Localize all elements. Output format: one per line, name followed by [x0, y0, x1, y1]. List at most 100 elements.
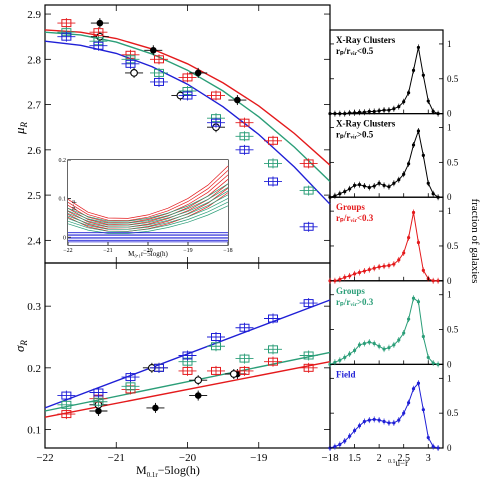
- histogram-point: [372, 109, 376, 114]
- histogram-point: [392, 181, 396, 185]
- marker: [268, 177, 278, 186]
- bottom-point: [299, 298, 318, 309]
- top-point: [264, 158, 282, 169]
- histogram-point: [411, 143, 416, 147]
- inset-curve: [67, 190, 229, 226]
- top-point: [228, 95, 247, 106]
- histogram-point: [421, 334, 425, 339]
- histogram-point: [407, 162, 411, 166]
- histogram-point: [382, 183, 386, 187]
- marker: [125, 382, 136, 391]
- bottom-point: [189, 390, 208, 401]
- top-point: [150, 54, 168, 65]
- histogram-point: [392, 421, 396, 425]
- inset-curve: [67, 201, 229, 232]
- marker: [239, 366, 250, 375]
- inset-curve: [67, 194, 229, 228]
- right-panel-sublabel: rₚ/rᵥᵢᵣ<0.3: [336, 213, 374, 223]
- histogram-point: [333, 279, 337, 283]
- marker: [61, 410, 72, 419]
- top-fit-line: [44, 31, 331, 183]
- bottom-point: [121, 381, 140, 392]
- top-point: [178, 72, 197, 83]
- bottom-point: [89, 406, 108, 416]
- marker: [211, 333, 221, 341]
- marker: [96, 32, 104, 41]
- inset-curve: [67, 170, 229, 221]
- inset-ytick-label: 0.1: [59, 197, 67, 203]
- marker: [61, 391, 72, 400]
- bottom-xtick-label: −22: [36, 452, 53, 464]
- right-xtick-label: 2: [377, 453, 382, 464]
- bottom-ytick-label: 0.1: [27, 425, 41, 437]
- histogram-point: [367, 418, 371, 422]
- bottom-fit-line: [44, 361, 331, 418]
- right-panel-label: X-Ray Clusters: [336, 119, 396, 129]
- marker: [152, 404, 159, 412]
- bottom-point: [150, 362, 168, 373]
- right-panel-frame: [329, 363, 444, 449]
- histogram-point: [348, 352, 352, 356]
- right-ytick-label: 1: [447, 290, 452, 300]
- top-point: [178, 90, 197, 101]
- histogram-point: [407, 236, 411, 240]
- marker: [182, 73, 193, 82]
- histogram-point: [407, 401, 411, 405]
- marker: [194, 69, 202, 77]
- top-point: [89, 40, 108, 51]
- bottom-point: [89, 396, 108, 407]
- inset-curve: [67, 183, 229, 228]
- marker: [154, 55, 164, 64]
- marker: [93, 388, 104, 397]
- histogram-point: [357, 183, 362, 187]
- top-point: [90, 18, 109, 29]
- marker: [61, 19, 72, 28]
- histogram-point: [372, 184, 376, 188]
- histogram-point: [387, 185, 391, 189]
- bottom-point: [121, 372, 140, 383]
- marker: [194, 376, 203, 385]
- histogram-point: [343, 439, 347, 443]
- bottom-ytick-label: 0.3: [27, 301, 41, 313]
- inset-ylabel: μ−μ: [71, 200, 77, 210]
- right-xtick-label: 1.5: [348, 453, 361, 464]
- histogram-point: [362, 110, 366, 114]
- bottom-point: [146, 402, 165, 413]
- marker: [268, 159, 278, 168]
- inset-xtick-label: −21: [103, 248, 112, 254]
- histogram-point: [352, 428, 357, 433]
- marker: [154, 68, 164, 77]
- histogram-point: [402, 251, 406, 255]
- top-point: [264, 176, 282, 187]
- right-ytick-label: 1: [447, 373, 452, 383]
- inset-xtick-label: −18: [223, 248, 232, 254]
- bottom-point: [235, 322, 254, 333]
- histogram-point: [421, 73, 425, 77]
- histogram-point: [431, 445, 435, 449]
- bottom-point: [207, 332, 225, 342]
- top-point: [299, 221, 318, 232]
- top-point: [57, 18, 76, 29]
- histogram-point: [357, 424, 362, 428]
- top-ytick-label: 2.4: [27, 235, 41, 247]
- marker: [96, 19, 104, 27]
- top-point: [235, 117, 254, 128]
- top-point: [150, 67, 168, 78]
- histogram-point: [431, 109, 435, 114]
- bottom-ytick-label: 0.2: [27, 363, 41, 375]
- histogram-point: [416, 381, 421, 385]
- top-point: [264, 135, 282, 146]
- top-fit-line: [44, 29, 331, 166]
- marker: [95, 407, 102, 415]
- right-ytick-label: 0: [447, 276, 452, 286]
- top-data-points: [57, 18, 318, 232]
- histogram-line: [330, 47, 439, 115]
- bottom-point: [57, 399, 76, 410]
- inset-xtick-label: −19: [183, 248, 192, 254]
- inset-xtick-label: −22: [63, 248, 72, 254]
- bottom-fit-line: [44, 351, 331, 412]
- histogram-point: [402, 331, 406, 335]
- histogram-point: [411, 68, 416, 73]
- histogram-point: [402, 411, 406, 415]
